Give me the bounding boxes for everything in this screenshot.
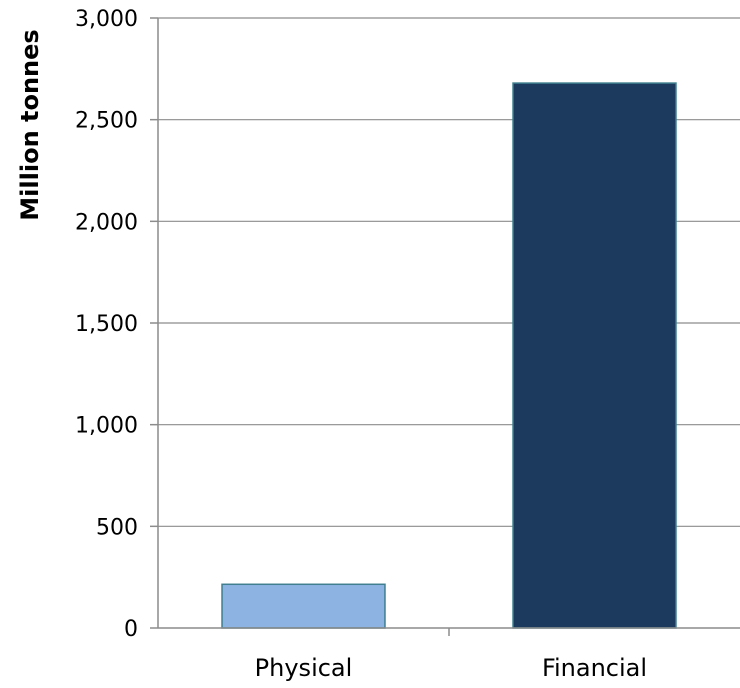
y-tick-label: 1,000 bbox=[75, 414, 138, 439]
y-tick-label: 500 bbox=[96, 515, 138, 540]
y-tick-label: 2,000 bbox=[75, 210, 138, 235]
y-tick-label: 3,000 bbox=[75, 7, 138, 32]
x-tick-label: Financial bbox=[542, 654, 647, 682]
y-tick-label: 0 bbox=[124, 617, 138, 642]
x-tick-label: Physical bbox=[255, 654, 353, 682]
bars bbox=[221, 82, 677, 629]
axes bbox=[150, 17, 740, 636]
y-tick-label: 1,500 bbox=[75, 312, 138, 337]
bar-physical bbox=[221, 583, 386, 629]
y-tick-label: 2,500 bbox=[75, 109, 138, 134]
y-axis-title: Million tonnes bbox=[16, 29, 44, 220]
labels: 0 500 1,000 1,500 2,000 2,500 3,000 Physical Fin… bbox=[75, 7, 647, 682]
bar-financial bbox=[512, 82, 677, 629]
